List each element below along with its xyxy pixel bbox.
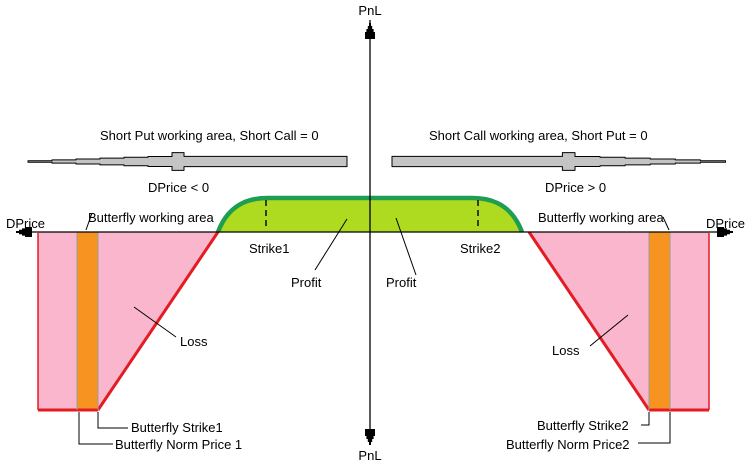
svg-text:Butterfly Norm Price 1: Butterfly Norm Price 1 [115,437,242,452]
svg-text:Short Call working area, Shor: Short Call working area, Short Put = 0 [429,128,648,143]
svg-text:Butterfly working area: Butterfly working area [88,210,214,225]
svg-text:Profit: Profit [291,275,322,290]
svg-text:Butterfly Norm Price2: Butterfly Norm Price2 [506,437,630,452]
svg-text:DPrice > 0: DPrice > 0 [545,180,606,195]
svg-text:Profit: Profit [386,275,417,290]
svg-text:Butterfly Strike1: Butterfly Strike1 [131,420,223,435]
svg-text:DPrice: DPrice [706,216,745,231]
svg-text:Butterfly Strike2: Butterfly Strike2 [537,418,629,433]
svg-text:PnL: PnL [358,448,381,463]
svg-text:Loss: Loss [180,334,208,349]
svg-text:Strike2: Strike2 [460,241,500,256]
svg-text:PnL: PnL [358,3,381,18]
svg-text:DPrice < 0: DPrice < 0 [148,180,209,195]
svg-text:DPrice: DPrice [6,216,45,231]
svg-text:Strike1: Strike1 [249,241,289,256]
svg-text:Loss: Loss [552,343,580,358]
svg-text:Butterfly working area: Butterfly working area [538,210,664,225]
svg-text:Short Put working area, Short: Short Put working area, Short Call = 0 [100,128,319,143]
